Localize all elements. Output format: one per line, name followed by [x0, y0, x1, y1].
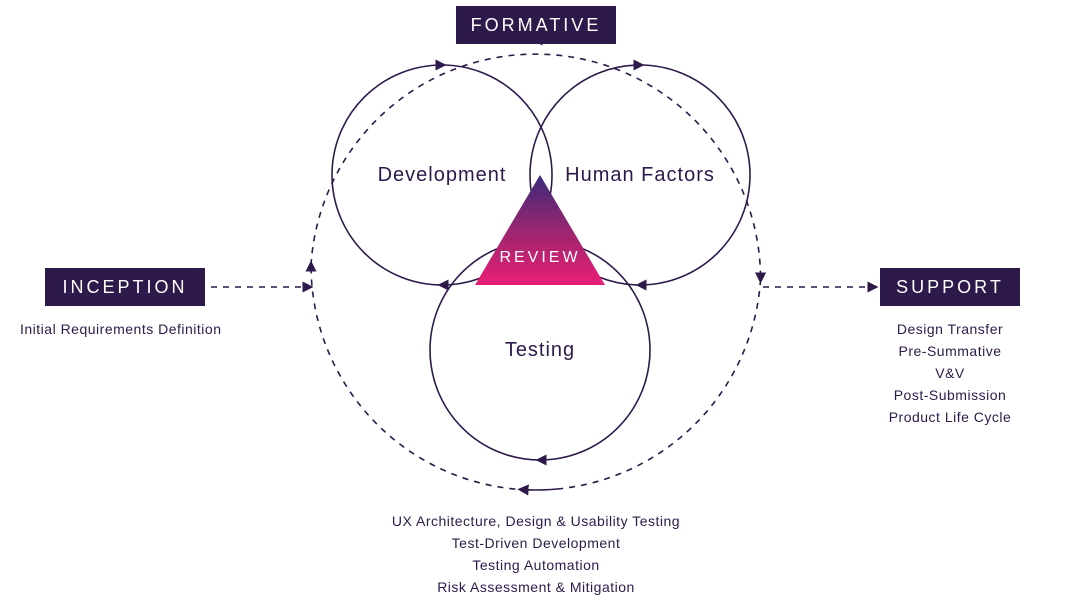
label-review: REVIEW [499, 249, 580, 266]
caption-line: Test-Driven Development [452, 535, 621, 551]
label-development: Development [378, 164, 507, 186]
label-testing: Testing [505, 339, 575, 361]
badge-inception: INCEPTION [45, 268, 205, 306]
badge-support: SUPPORT [880, 268, 1020, 306]
caption-line: Product Life Cycle [889, 409, 1012, 425]
badge-formative-label: FORMATIVE [471, 15, 602, 35]
caption-line: UX Architecture, Design & Usability Test… [392, 513, 680, 529]
caption-support: Design Transfer Pre-Summative V&V Post-Subm… [889, 321, 1012, 425]
caption-line: V&V [935, 365, 965, 381]
caption-inception: Initial Requirements Definition [20, 321, 221, 337]
caption-line: Initial Requirements Definition [20, 321, 221, 337]
review-triangle [475, 175, 605, 285]
badge-inception-label: INCEPTION [62, 277, 187, 297]
caption-line: Post-Submission [894, 387, 1007, 403]
badge-formative: FORMATIVE [456, 6, 616, 44]
label-human-factors: Human Factors [565, 164, 715, 186]
caption-line: Design Transfer [897, 321, 1003, 337]
caption-line: Testing Automation [472, 557, 599, 573]
caption-bottom: UX Architecture, Design & Usability Test… [392, 513, 680, 595]
caption-line: Pre-Summative [899, 343, 1002, 359]
badge-support-label: SUPPORT [896, 277, 1004, 297]
process-diagram: Development Human Factors Testing REVIEW… [0, 0, 1072, 604]
caption-line: Risk Assessment & Mitigation [437, 579, 635, 595]
